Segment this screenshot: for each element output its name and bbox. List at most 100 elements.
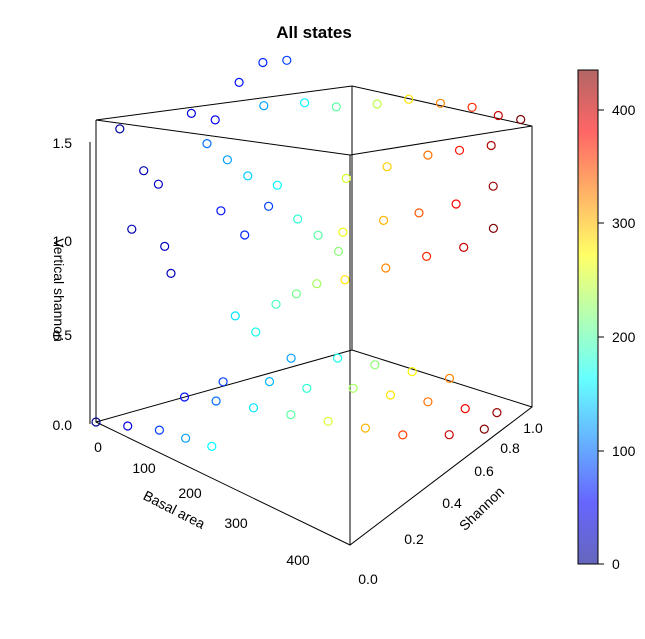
x-tick-label: 200 bbox=[178, 485, 202, 501]
data-point bbox=[216, 206, 226, 216]
colorbar-tick-label: 100 bbox=[612, 443, 636, 459]
data-point bbox=[467, 102, 477, 112]
data-point bbox=[264, 377, 275, 387]
data-point bbox=[331, 102, 341, 112]
z-tick-label: 0.0 bbox=[53, 417, 73, 433]
data-point bbox=[360, 423, 370, 433]
data-point bbox=[243, 171, 253, 181]
z-axis: 1.5 1.0 0.5 0.0 Vertical shannon bbox=[51, 135, 91, 433]
y-tick-label: 0.0 bbox=[358, 571, 378, 587]
data-point bbox=[210, 115, 220, 125]
data-point bbox=[127, 224, 137, 234]
colorbar-tick-label: 0 bbox=[612, 556, 620, 572]
y-axis: 0.0 0.2 0.4 0.6 0.8 1.0 Shannon bbox=[358, 420, 543, 587]
data-point bbox=[282, 55, 292, 65]
data-point bbox=[516, 114, 526, 125]
data-point bbox=[139, 166, 149, 176]
data-point bbox=[338, 227, 348, 237]
data-point bbox=[91, 417, 101, 427]
y-tick-label: 0.4 bbox=[442, 495, 462, 511]
data-point bbox=[202, 139, 212, 149]
chart-title: All states bbox=[276, 23, 352, 42]
data-point bbox=[348, 383, 358, 393]
data-point bbox=[444, 373, 455, 383]
data-point bbox=[293, 214, 303, 224]
data-point bbox=[312, 279, 322, 289]
data-point bbox=[340, 275, 350, 285]
z-tick-label: 0.5 bbox=[53, 327, 73, 343]
x-tick-label: 100 bbox=[132, 460, 156, 476]
data-point bbox=[435, 98, 445, 108]
data-point bbox=[444, 430, 454, 440]
z-tick-label: 1.5 bbox=[53, 135, 73, 151]
data-point bbox=[123, 421, 133, 431]
x-tick-label: 300 bbox=[224, 515, 248, 531]
colorbar: 0 100 200 300 400 bbox=[577, 69, 636, 572]
z-axis-label: Vertical shannon bbox=[51, 238, 67, 342]
data-point bbox=[398, 430, 408, 440]
data-point bbox=[454, 145, 465, 155]
x-axis: 0 100 200 300 400 Basal area bbox=[94, 439, 310, 568]
data-point bbox=[153, 179, 163, 189]
data-point bbox=[493, 110, 503, 121]
data-point bbox=[382, 162, 392, 172]
data-point bbox=[291, 289, 301, 299]
data-point bbox=[248, 403, 259, 413]
y-tick-label: 0.8 bbox=[500, 440, 520, 456]
data-point bbox=[271, 299, 281, 309]
data-point bbox=[286, 353, 296, 363]
data-point bbox=[404, 94, 414, 104]
data-point bbox=[286, 410, 296, 420]
data-point bbox=[258, 57, 268, 68]
colorbar-tick-label: 200 bbox=[612, 329, 636, 345]
data-point bbox=[313, 230, 323, 240]
data-point bbox=[486, 140, 496, 151]
data-point bbox=[414, 208, 424, 218]
colorbar-tick-label: 400 bbox=[612, 102, 636, 118]
data-point bbox=[179, 392, 190, 402]
data-point bbox=[379, 215, 389, 225]
data-point bbox=[259, 101, 269, 111]
data-point bbox=[492, 408, 502, 418]
data-point bbox=[423, 150, 433, 160]
y-axis-label: Shannon bbox=[456, 483, 507, 533]
data-point bbox=[460, 404, 470, 414]
x-tick-label: 0 bbox=[94, 439, 102, 455]
data-point bbox=[186, 108, 196, 119]
y-tick-label: 0.6 bbox=[474, 463, 494, 479]
data-point bbox=[264, 201, 274, 211]
data-point bbox=[272, 180, 282, 190]
data-point bbox=[207, 441, 217, 451]
data-point bbox=[488, 181, 498, 191]
data-point bbox=[166, 268, 176, 278]
data-point bbox=[488, 223, 498, 233]
data-point bbox=[230, 311, 240, 321]
data-point bbox=[300, 98, 310, 108]
box-frame bbox=[95, 85, 533, 546]
data-point bbox=[251, 327, 261, 337]
x-tick-label: 400 bbox=[286, 552, 310, 568]
scatter-points bbox=[91, 55, 526, 451]
data-point bbox=[459, 242, 469, 252]
data-point bbox=[222, 155, 232, 165]
colorbar-tick-label: 300 bbox=[612, 215, 636, 231]
data-point bbox=[422, 251, 432, 261]
y-tick-label: 0.2 bbox=[404, 531, 424, 547]
data-point bbox=[181, 433, 191, 443]
data-point bbox=[234, 77, 244, 88]
data-point bbox=[240, 230, 250, 240]
data-point bbox=[211, 396, 221, 406]
data-point bbox=[372, 99, 382, 109]
data-point bbox=[370, 360, 380, 370]
data-point bbox=[407, 367, 417, 377]
data-point bbox=[302, 383, 312, 393]
data-point bbox=[333, 353, 343, 363]
data-point bbox=[341, 173, 351, 183]
z-tick-label: 1.0 bbox=[53, 233, 73, 249]
data-point bbox=[218, 377, 228, 387]
data-point bbox=[423, 397, 433, 407]
data-point bbox=[154, 425, 164, 435]
data-point bbox=[381, 263, 391, 273]
data-point bbox=[451, 199, 461, 209]
